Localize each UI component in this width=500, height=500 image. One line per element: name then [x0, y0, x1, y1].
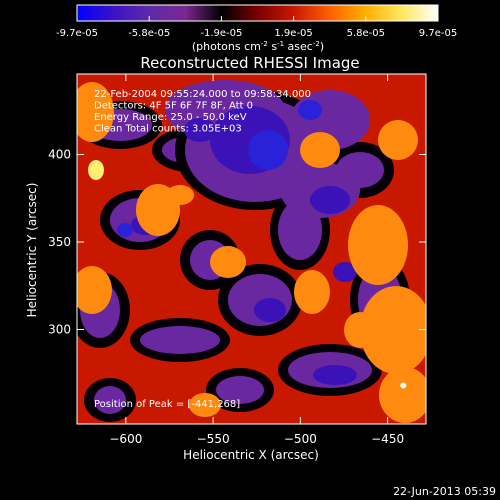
y-tick-label: 350: [48, 235, 71, 249]
x-tick-label: −600: [109, 432, 142, 446]
x-tick-label: −550: [197, 432, 230, 446]
heatmap-region: [166, 185, 194, 205]
annotation-line: Clean Total counts: 3.05E+03: [94, 124, 242, 135]
x-axis-ticks: −600 −550 −500 −450: [109, 74, 404, 446]
heatmap-region: [248, 130, 288, 170]
heatmap-region: [298, 100, 322, 120]
y-axis-label: Heliocentric Y (arcsec): [25, 183, 39, 318]
peak-marker: [400, 382, 407, 389]
colorbar-tick-label: -5.8e-05: [128, 28, 170, 39]
y-axis-ticks: 300 350 400: [48, 148, 426, 337]
chart-title: Reconstructed RHESSI Image: [140, 54, 359, 72]
heatmap-region: [360, 286, 426, 374]
peak-position-label: Position of Peak = [-441,268]: [94, 399, 240, 410]
heatmap-region: [77, 266, 112, 314]
colorbar-tick-label: -9.7e-05: [56, 28, 98, 39]
annotation-line: Energy Range: 25.0 - 50.0 keV: [94, 112, 247, 123]
heatmap-region: [313, 365, 357, 385]
colorbar: [76, 4, 439, 22]
heatmap-region: [294, 270, 330, 314]
colorbar-tick-label: 5.8e-05: [347, 28, 385, 39]
heatmap-region: [300, 132, 340, 168]
heatmap-region: [378, 120, 418, 160]
colorbar-units-label: (photons cm-2 s-1 asec-2): [192, 40, 324, 53]
annotation-line: Detectors: 4F 5F 6F 7F 8F, Att 0: [94, 101, 253, 112]
annotation-line: 22-Feb-2004 09:55:24.000 to 09:58:34.000: [94, 89, 311, 100]
heatmap-region: [344, 312, 376, 348]
heatmap-region: [117, 223, 133, 237]
footer-date: 22-Jun-2013 05:39: [393, 485, 496, 498]
colorbar-tick-label: 9.7e-05: [419, 28, 457, 39]
heatmap-region: [94, 386, 126, 414]
x-axis-label: Heliocentric X (arcsec): [183, 448, 319, 462]
plot-frame: [76, 73, 427, 425]
y-tick-label: 300: [48, 323, 71, 337]
heatmap-region: [333, 262, 357, 282]
annotation-block: 22-Feb-2004 09:55:24.000 to 09:58:34.000…: [94, 89, 311, 135]
heatmap-region: [310, 186, 350, 214]
colorbar-tick-label: -1.9e-05: [200, 28, 242, 39]
y-tick-label: 400: [48, 148, 71, 162]
heatmap-region: [379, 367, 426, 423]
heatmap-region: [254, 298, 286, 322]
heatmap-region: [216, 376, 264, 404]
x-tick-label: −450: [371, 432, 404, 446]
heatmap-region: [210, 246, 246, 278]
heatmap-region: [140, 326, 220, 354]
x-tick-label: −500: [284, 432, 317, 446]
colorbar-ticks: -9.7e-05 -5.8e-05 -1.9e-05 1.9e-05 5.8e-05 9.…: [56, 16, 457, 39]
heatmap-blobs: [77, 80, 426, 423]
heatmap-region: [184, 118, 216, 142]
heatmap-region: [77, 82, 114, 142]
heatmap-region: [88, 160, 104, 180]
colorbar-tick-label: 1.9e-05: [274, 28, 312, 39]
heatmap-region: [189, 393, 221, 417]
heatmap-region: [348, 205, 408, 285]
